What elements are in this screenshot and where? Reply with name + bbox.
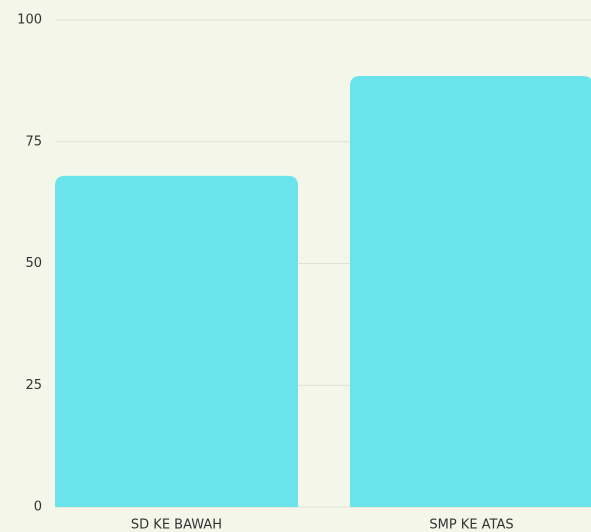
x-tick-label: SD KE BAWAH xyxy=(131,518,222,532)
y-tick-label: 25 xyxy=(25,378,42,393)
x-tick-label: SMP KE ATAS xyxy=(429,518,513,532)
y-tick-label: 0 xyxy=(34,500,42,515)
bar xyxy=(55,175,298,507)
y-tick-label: 100 xyxy=(17,13,42,28)
y-tick-label: 75 xyxy=(25,134,42,149)
bar xyxy=(350,76,591,507)
y-tick-label: 50 xyxy=(25,256,42,271)
